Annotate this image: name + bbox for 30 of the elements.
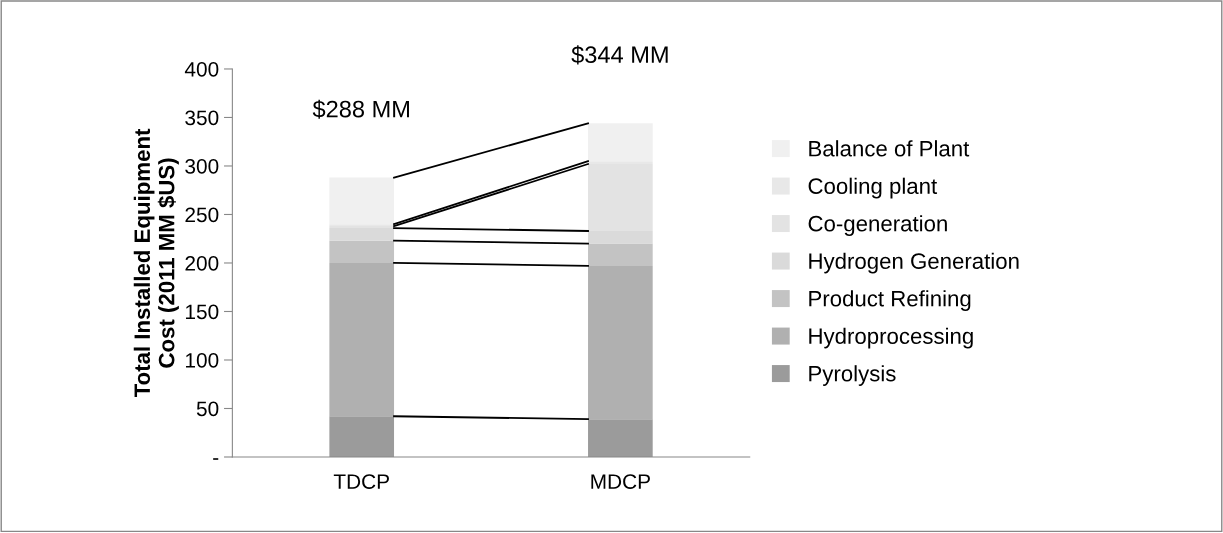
bar <box>588 419 653 457</box>
legend-label: Cooling plant <box>808 177 938 199</box>
legend-label: Hydroprocessing <box>809 327 973 349</box>
bar <box>329 262 395 417</box>
y-tick-label: 200 <box>185 255 219 271</box>
annotation: $344 MM <box>571 45 668 65</box>
legend-label: Product Refining <box>809 290 971 311</box>
y-tick-label: 50 <box>196 401 219 417</box>
bar <box>329 228 395 241</box>
legend-label: Hydrogen Generation <box>809 252 1019 274</box>
y-tick-label: 400 <box>184 61 219 77</box>
y-tick-label: - <box>213 458 219 460</box>
y-tick-label: 300 <box>185 158 219 174</box>
y-tick-label: 100 <box>186 352 219 368</box>
legend-label: Pyrolysis <box>809 365 896 386</box>
bar <box>329 240 395 263</box>
bar <box>588 243 653 266</box>
x-tick-label: MDCP <box>591 474 650 489</box>
bar <box>329 177 395 225</box>
y-tick-label: 350 <box>185 110 219 126</box>
y-tick-label: 150 <box>186 304 219 320</box>
bar <box>588 265 653 420</box>
annotation: $288 MM <box>312 99 409 119</box>
legend-label: Balance of Plant <box>809 140 970 157</box>
legend-label: Co-generation <box>808 215 947 236</box>
y-axis-title: Total Installed Equipment Cost (2011 MM $US) <box>133 128 179 398</box>
x-tick-label: TDCP <box>333 474 389 489</box>
bar <box>329 416 395 457</box>
bar <box>588 123 653 162</box>
y-tick-label: 250 <box>185 207 219 223</box>
